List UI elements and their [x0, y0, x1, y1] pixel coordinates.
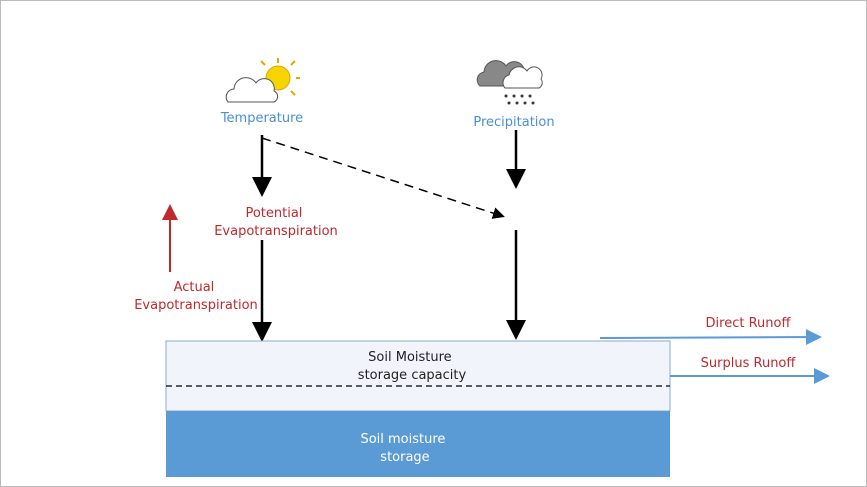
label-line: Potential [245, 206, 302, 221]
sun-icon [225, 58, 300, 103]
label-line: Actual [174, 280, 215, 295]
precipitation-label: Precipitation [473, 115, 554, 130]
surplus-runoff-label: Surplus Runoff [701, 356, 797, 371]
label-line: Evapotranspiration [214, 224, 338, 239]
direct-runoff-label: Direct Runoff [706, 316, 792, 331]
actual-et-label: Actual Evapotranspiration [134, 280, 258, 313]
label-line: Soil Moisture [368, 350, 452, 365]
arrows [252, 130, 526, 342]
storage-label: Soil moisture storage [360, 432, 449, 465]
storage-box [166, 411, 670, 477]
label-line: storage capacity [358, 368, 467, 383]
direct-runoff-arrow [599, 329, 822, 346]
rain-icon [476, 60, 543, 105]
dashed-arrow [261, 137, 505, 219]
capacity-box [165, 340, 671, 412]
temperature-label: Temperature [220, 111, 303, 126]
label-line: Soil moisture [360, 432, 445, 447]
label-line: Evapotranspiration [134, 298, 258, 313]
potential-et-label: Potential Evapotranspiration [214, 206, 338, 239]
label-line: storage [380, 450, 429, 465]
capacity-label: Soil Moisture storage capacity [358, 350, 467, 383]
